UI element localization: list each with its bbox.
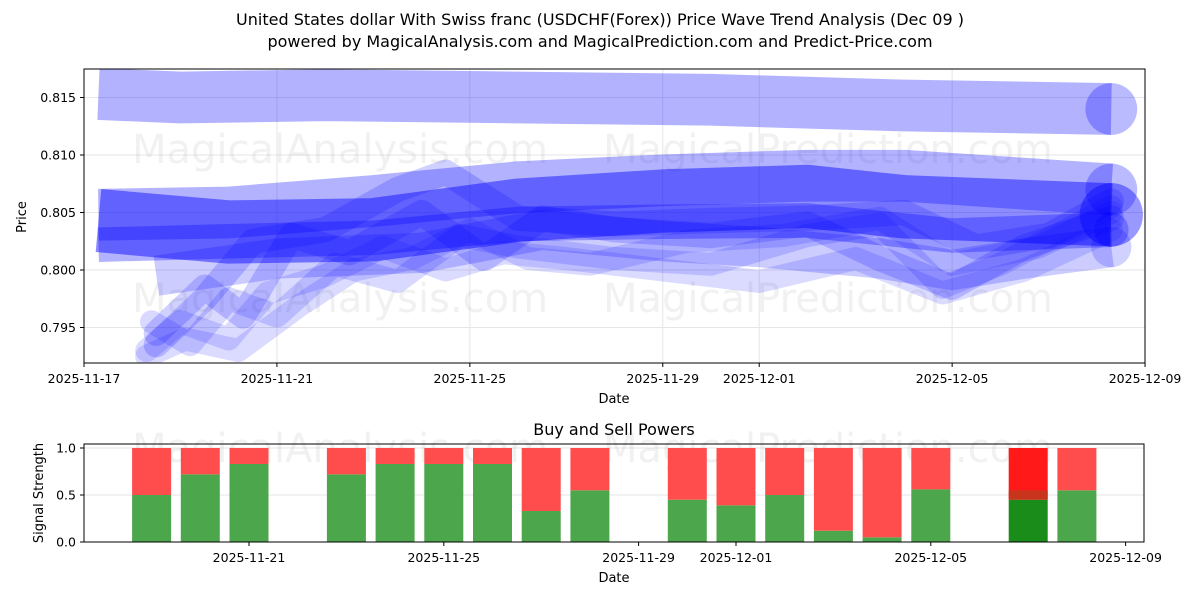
buy-segment [717,505,756,542]
sell-segment [132,448,171,495]
date-x-ticks: 2025-11-17 2025-11-21 2025-11-25 2025-11-29… [48,363,1182,386]
sell-segment [668,448,707,500]
upper-wave-band-cap [1085,83,1137,135]
x-tick-label: 2025-11-25 [407,550,480,565]
x-tick-label: 2025-11-17 [48,371,121,386]
sell-segment [717,448,756,505]
y-tick-label: 0.815 [40,90,76,105]
buy-segment [911,489,950,542]
buy-segment [814,531,853,542]
y-axis-label: Signal Strength [32,443,47,543]
buy-segment [230,464,269,542]
chart-canvas: MagicalAnalysis.com MagicalPrediction.co… [0,0,1200,600]
y-tick-label: 1.0 [56,441,76,456]
sell-segment [863,448,902,537]
signal-bar-2025-12-01 [717,448,756,542]
buy-segment [570,490,609,542]
sell-segment [814,448,853,531]
x-tick-label: 2025-11-25 [434,371,507,386]
signal-bar-2025-11-20 [181,448,220,542]
buy-segment [181,474,220,542]
buy-sell-chart: Buy and Sell Powers MagicalAnalysis.com … [32,420,1162,586]
upper-wave-band [98,94,1111,109]
x-tick-label: 2025-11-21 [241,371,314,386]
signal-bar-2025-11-25 [424,448,463,542]
signal-bar-2025-11-19 [132,448,171,542]
buy-segment [424,464,463,542]
y-tick-label: 0.800 [40,263,76,278]
signal-bar-2025-12-07 [1009,448,1048,542]
sell-segment [522,448,561,511]
x-tick-label: 2025-12-09 [1089,550,1162,565]
price-y-ticks: 0.795 0.800 0.805 0.810 0.815 [40,90,84,335]
signal-bar-2025-12-04 [863,448,902,542]
x-tick-label: 2025-11-29 [602,550,675,565]
x-tick-label: 2025-12-05 [916,371,989,386]
sell-segment [1057,448,1096,490]
sell-segment [376,448,415,464]
buy-segment [668,500,707,542]
signal-bar-2025-11-26 [473,448,512,542]
sell-segment [327,448,366,474]
sell-segment [570,448,609,490]
signal-bar-2025-11-30 [668,448,707,542]
sell-segment [765,448,804,495]
sell-segment [181,448,220,474]
signal-bar-2025-11-23 [327,448,366,542]
x-tick-label: 2025-12-01 [700,550,773,565]
y-tick-label: 0.805 [40,205,76,220]
buy-segment [376,464,415,542]
sell-segment [230,448,269,464]
x-axis-label: Date [598,392,629,407]
buy-segment [863,537,902,542]
signal-x-ticks: 2025-11-21 2025-11-25 2025-11-29 2025-12-01… [213,542,1162,565]
signal-bar-2025-12-03 [814,448,853,542]
signal-bar-2025-11-28 [570,448,609,542]
x-axis-label: Date [598,571,629,586]
x-tick-label: 2025-11-21 [213,550,286,565]
signal-bar-2025-11-24 [376,448,415,542]
signal-bar-2025-12-05 [911,448,950,542]
signal-bar-2025-11-27 [522,448,561,542]
signal-bar-2025-11-21 [230,448,269,542]
buy-segment [522,511,561,542]
overlap-segment [1009,490,1048,499]
buy-segment [132,495,171,542]
y-tick-label: 0.5 [56,488,76,503]
x-tick-label: 2025-12-09 [1109,371,1182,386]
x-tick-label: 2025-11-29 [626,371,699,386]
y-tick-label: 0.810 [40,148,76,163]
price-wave-chart: MagicalAnalysis.com MagicalPrediction.co… [15,69,1181,407]
buy-segment [327,474,366,542]
y-tick-label: 0.795 [40,320,76,335]
sell-segment [424,448,463,464]
signal-y-ticks: 0.0 0.5 1.0 [56,441,84,550]
y-axis-label: Price [15,201,30,233]
sell-segment [473,448,512,464]
buy-segment [765,495,804,542]
y-tick-label: 0.0 [56,535,76,550]
signal-bar-2025-12-02 [765,448,804,542]
buy-segment [473,464,512,542]
x-tick-label: 2025-12-05 [894,550,967,565]
signal-bar-2025-12-08 [1057,448,1096,542]
sell-segment [911,448,950,489]
buy-segment [1057,490,1096,542]
buy-segment [1009,500,1048,542]
x-tick-label: 2025-12-01 [723,371,796,386]
